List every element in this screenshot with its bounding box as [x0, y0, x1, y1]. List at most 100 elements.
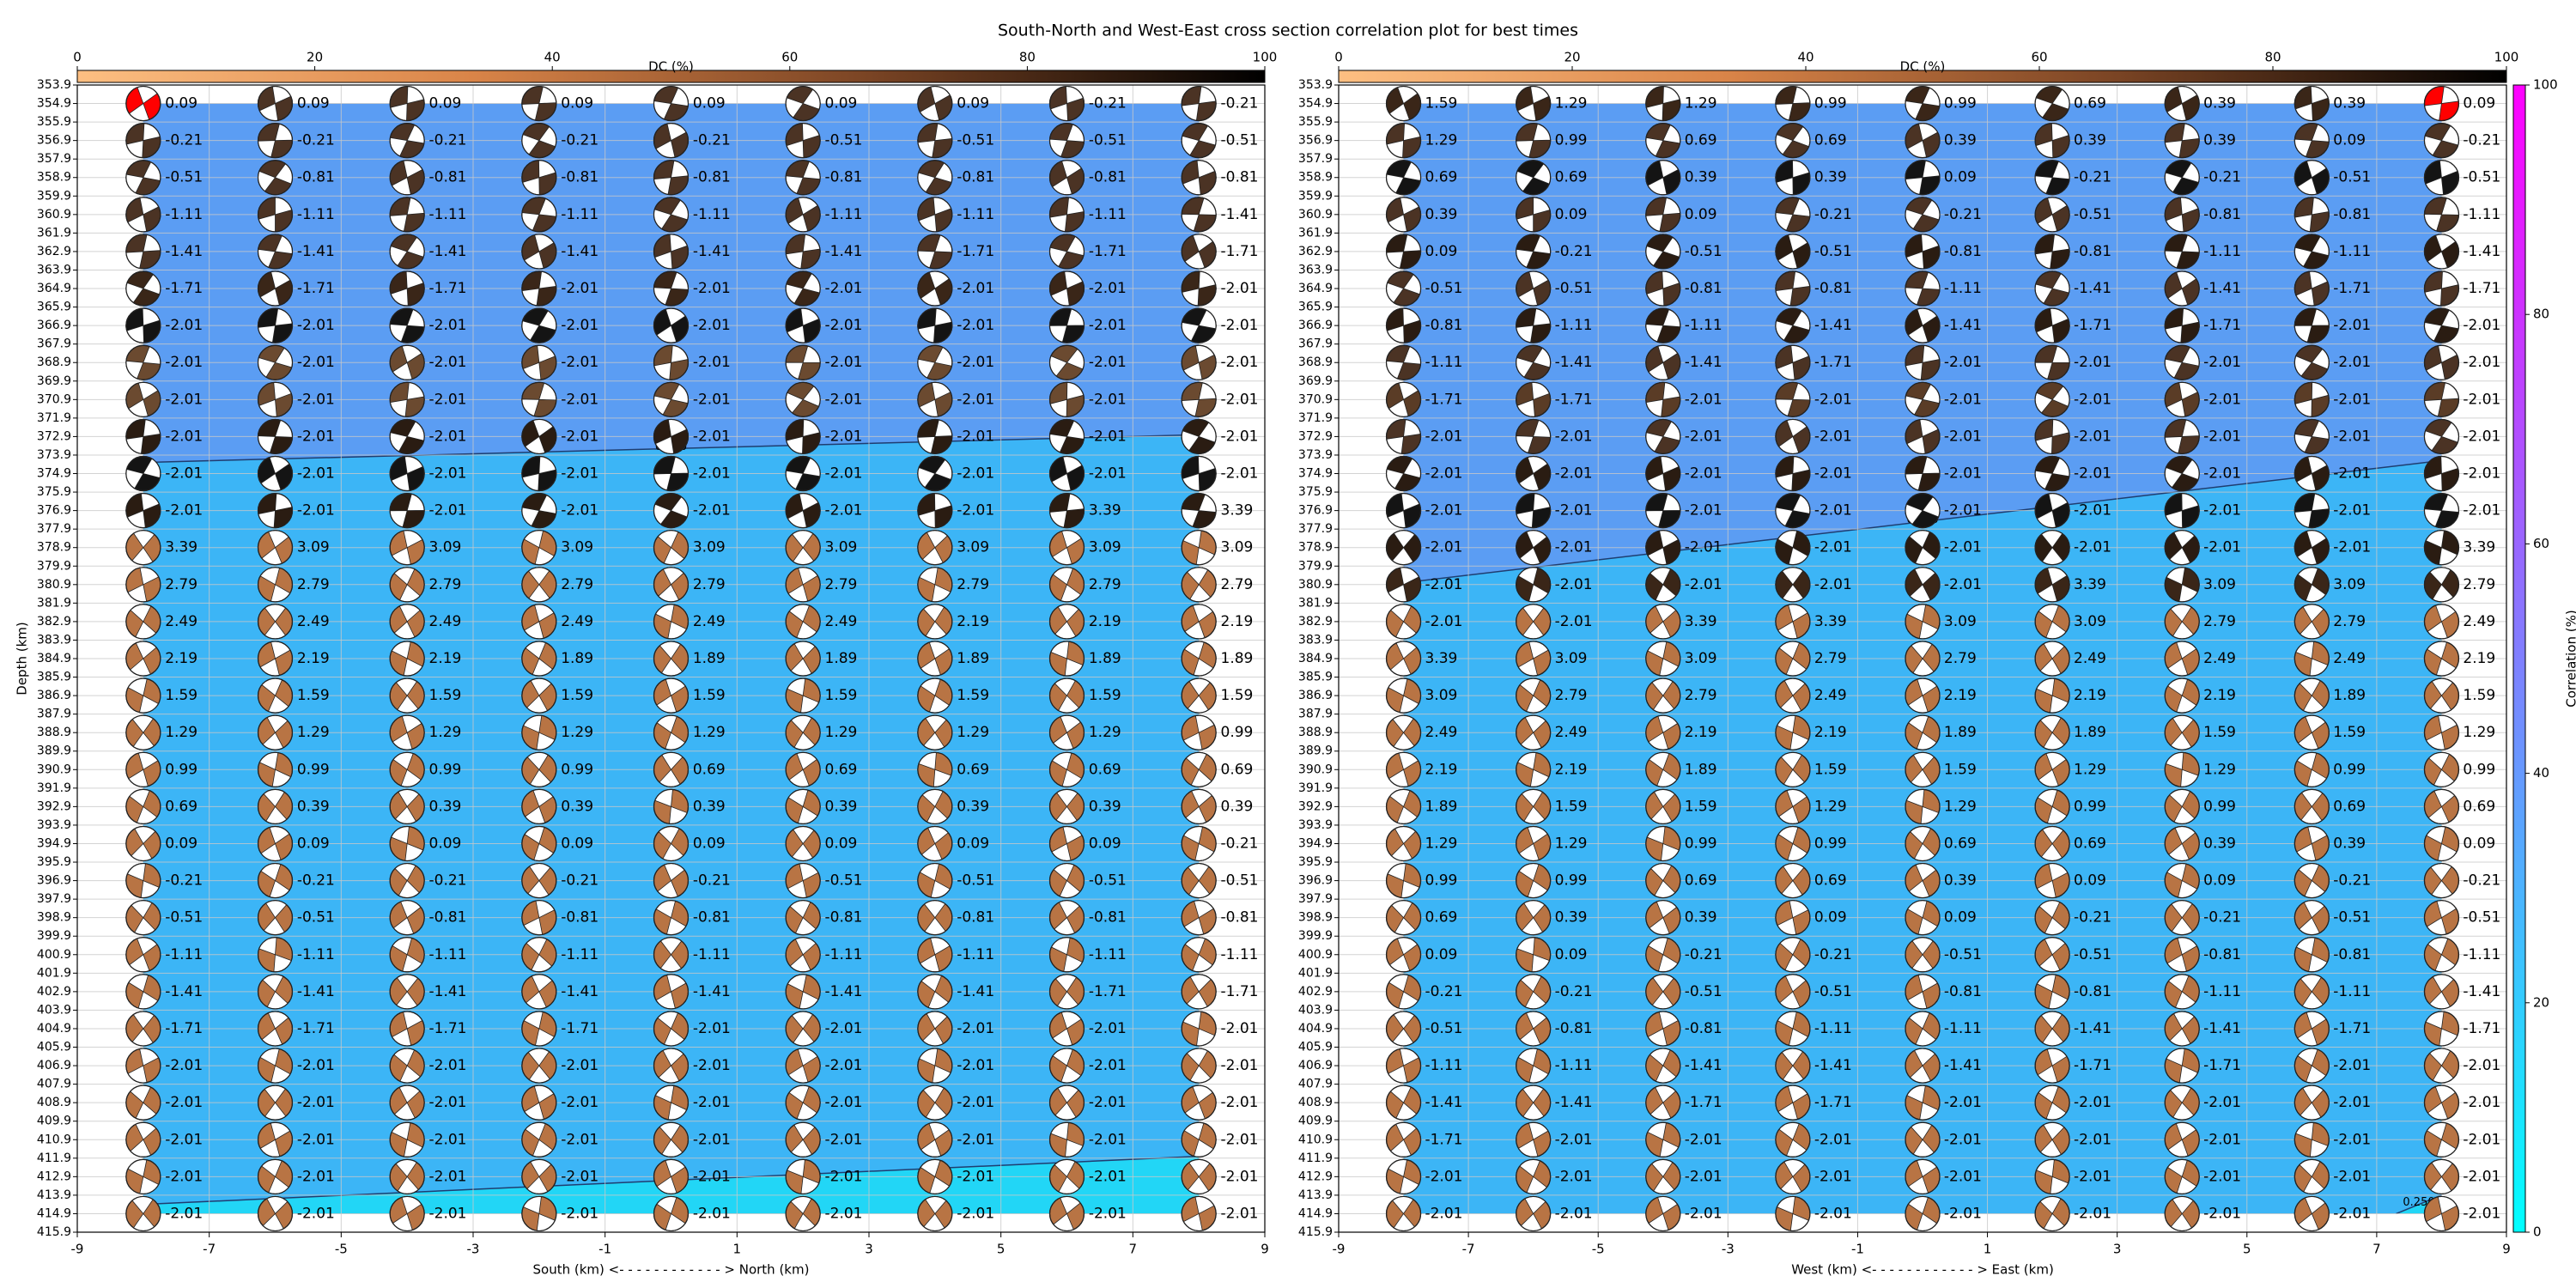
beachball-outline: [1775, 900, 1811, 936]
time-label: -1.11: [297, 206, 335, 223]
y-tick-label: 356.9: [37, 134, 71, 148]
dc-colorbar-tick-label: 40: [544, 50, 561, 65]
time-label: -2.01: [1685, 1168, 1722, 1185]
beachball: [2423, 530, 2460, 566]
y-tick-label: 391.9: [37, 781, 71, 795]
beachball: [785, 123, 821, 159]
beachball-outline: [917, 234, 953, 270]
beachball: [1775, 307, 1811, 343]
time-label: -0.81: [693, 909, 731, 927]
time-label: -2.01: [165, 428, 203, 445]
y-tick-label: 384.9: [37, 652, 71, 665]
beachball: [257, 530, 294, 566]
beachball-outline: [1048, 1121, 1085, 1157]
y-tick-label: 382.9: [37, 615, 71, 629]
beachball-outline: [521, 418, 557, 455]
time-label: -1.11: [1555, 1057, 1593, 1074]
y-tick-label: 365.9: [1298, 301, 1333, 314]
time-label: -2.01: [1089, 354, 1127, 371]
time-label: -1.41: [1555, 354, 1593, 371]
time-label: -2.01: [1814, 465, 1852, 483]
beachball-outline: [2034, 160, 2070, 196]
time-label: -1.71: [1425, 391, 1462, 408]
time-label: -2.01: [2463, 428, 2500, 445]
y-tick-label: 408.9: [37, 1096, 71, 1109]
beachball-outline: [1385, 641, 1422, 677]
beachball: [1775, 530, 1811, 566]
x-tick-label: -9: [1333, 1242, 1346, 1257]
beachball: [389, 344, 425, 380]
beachball: [1645, 381, 1681, 417]
beachball: [2293, 85, 2330, 122]
beachball-outline: [257, 418, 294, 455]
beachball-outline: [2034, 455, 2070, 492]
beachball-outline: [2034, 567, 2070, 603]
beachball-outline: [2034, 825, 2070, 862]
time-label: -2.01: [429, 465, 467, 483]
beachball-outline: [257, 270, 294, 307]
beachball-outline: [2034, 1195, 2070, 1232]
beachball-outline: [1775, 788, 1811, 824]
beachball: [2293, 604, 2330, 640]
beachball: [1048, 123, 1085, 159]
y-tick-label: 370.9: [37, 392, 71, 406]
time-label: -2.01: [1685, 428, 1722, 445]
time-label: 0.09: [957, 95, 989, 112]
beachball: [125, 530, 161, 566]
beachball: [389, 1048, 425, 1084]
beachball-outline: [2034, 1084, 2070, 1121]
time-label: 3.09: [561, 539, 593, 556]
beachball-outline: [2423, 418, 2460, 455]
beachball: [1048, 900, 1085, 936]
beachball-outline: [257, 455, 294, 492]
y-tick-label: 384.9: [1298, 652, 1333, 665]
beachball-outline: [2423, 937, 2460, 973]
beachball-outline: [1775, 197, 1811, 233]
beachball-outline: [521, 788, 557, 824]
beachball-outline: [2164, 381, 2200, 417]
y-tick-label: 413.9: [37, 1188, 71, 1202]
time-label: -2.01: [165, 465, 203, 483]
y-tick-label: 403.9: [1298, 1003, 1333, 1017]
beachball: [389, 604, 425, 640]
time-label: -0.21: [2203, 909, 2241, 927]
beachball: [257, 270, 294, 307]
time-label: -2.01: [1221, 317, 1259, 334]
beachball: [917, 1084, 953, 1121]
beachball: [2034, 418, 2070, 455]
beachball: [2164, 1121, 2200, 1157]
beachball-outline: [785, 344, 821, 380]
time-label: 0.69: [693, 761, 726, 778]
beachball: [389, 381, 425, 417]
beachball: [1645, 862, 1681, 899]
beachball-outline: [1385, 418, 1422, 455]
beachball-outline: [2423, 1121, 2460, 1157]
beachball-outline: [1385, 270, 1422, 307]
beachball-outline: [1516, 1195, 1552, 1232]
beachball: [2164, 974, 2200, 1010]
time-label: -0.81: [1685, 1020, 1722, 1037]
beachball: [1775, 1195, 1811, 1232]
time-label: 0.69: [957, 761, 989, 778]
x-tick-label: -7: [203, 1242, 216, 1257]
beachball-outline: [2164, 937, 2200, 973]
y-tick-label: 367.9: [1298, 337, 1333, 351]
beachball: [2164, 270, 2200, 307]
beachball: [1905, 825, 1941, 862]
time-label: 0.39: [561, 798, 593, 815]
beachball: [2164, 714, 2200, 750]
beachball: [2423, 714, 2460, 750]
beachball-outline: [389, 418, 425, 455]
beachball-outline: [2034, 307, 2070, 343]
beachball: [125, 1048, 161, 1084]
time-label: -2.01: [2333, 317, 2371, 334]
time-label: -2.01: [2203, 428, 2241, 445]
time-label: -2.01: [957, 280, 994, 297]
beachball: [1645, 85, 1681, 122]
time-label: -1.11: [165, 206, 203, 223]
time-label: 1.89: [693, 650, 726, 667]
time-label: 2.19: [1089, 613, 1121, 630]
beachball: [125, 85, 161, 122]
time-label: 3.09: [1425, 687, 1457, 704]
beachball-outline: [1181, 1048, 1217, 1084]
